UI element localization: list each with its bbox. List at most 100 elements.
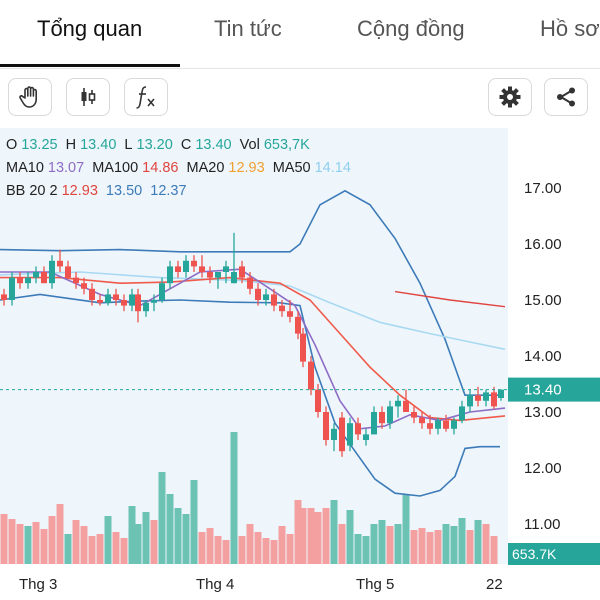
volume-bar — [299, 508, 307, 564]
volume-tag-label: 653.7K — [512, 546, 557, 562]
candle-body — [135, 294, 141, 312]
candle-body — [25, 277, 31, 284]
volume-bar — [474, 520, 482, 564]
tab-community[interactable]: Cộng đồng — [357, 16, 465, 41]
candle-body — [239, 266, 245, 278]
volume-bar — [394, 524, 402, 564]
volume-bar — [72, 520, 80, 564]
candle-body — [121, 300, 127, 306]
candle-body — [459, 406, 465, 421]
ma10-line — [0, 268, 506, 430]
volume-bar — [490, 536, 498, 564]
share-icon — [557, 87, 575, 107]
candle-body — [467, 395, 473, 407]
candle-body — [231, 272, 237, 284]
volume-bar — [8, 519, 16, 564]
volume-bar — [206, 528, 214, 564]
candle-body — [65, 266, 71, 278]
candle-body — [498, 389, 504, 398]
bb-mid-value: 12.93 — [61, 183, 98, 199]
candle-body — [57, 260, 63, 267]
candle-body — [9, 277, 15, 300]
volume-bar — [386, 526, 394, 564]
volume-value: 653,7K — [263, 137, 310, 153]
ma10-value: 13.07 — [47, 160, 85, 176]
volume-bar — [112, 532, 120, 564]
y-tick-label: 17.00 — [524, 180, 562, 197]
y-tick-label: 14.00 — [524, 348, 562, 365]
tab-profile[interactable]: Hồ sơ — [540, 16, 600, 41]
active-tab-indicator — [0, 64, 180, 67]
volume-bar — [434, 530, 442, 564]
ma100-line — [394, 290, 506, 308]
volume-bar — [174, 508, 182, 564]
settings-button[interactable] — [488, 78, 532, 116]
volume-bar — [128, 506, 136, 564]
candle-body — [183, 260, 189, 272]
volume-bar — [142, 512, 150, 564]
volume-bar — [0, 514, 8, 564]
ma20-value: 12.93 — [228, 160, 265, 176]
chart-type-button[interactable] — [66, 78, 110, 116]
volume-label: Vol — [239, 137, 260, 153]
volume-bar — [24, 526, 32, 564]
volume-bar — [96, 534, 104, 564]
volume-bar — [442, 524, 450, 564]
volume-bar — [32, 522, 40, 564]
volume-bar — [166, 494, 174, 564]
volume-bar — [48, 516, 56, 564]
candle-body — [199, 266, 205, 272]
y-tick-label: 16.00 — [524, 236, 562, 253]
candle-body — [347, 423, 353, 446]
volume-bar — [254, 532, 262, 564]
volume-bar — [278, 526, 286, 564]
drawing-tool-button[interactable] — [8, 78, 52, 116]
top-tab-bar: Tổng quan Tin tức Cộng đồng Hồ sơ — [0, 0, 600, 69]
candle-body — [323, 412, 329, 440]
high-value: 13.40 — [80, 137, 117, 153]
volume-bar — [80, 526, 88, 564]
volume-bar — [64, 534, 72, 564]
candle-body — [387, 406, 393, 424]
function-icon — [136, 86, 155, 109]
high-label: H — [65, 137, 77, 153]
volume-bar — [198, 532, 206, 564]
volume-bar — [134, 524, 142, 564]
ma-readout: MA10 13.07 MA100 14.86 MA20 12.93 MA50 14.14 — [6, 160, 355, 176]
close-label: C — [180, 137, 192, 153]
candle-body — [491, 392, 497, 407]
ohlc-readout: O 13.25 H 13.40 L 13.20 C 13.40 Vol 653,7K — [6, 137, 314, 153]
volume-tag-box — [508, 543, 600, 565]
share-button[interactable] — [544, 78, 588, 116]
candle-body — [371, 412, 377, 435]
x-tick-label: Thg 5 — [356, 576, 395, 593]
candle-body — [41, 272, 47, 284]
price-tag-box — [508, 377, 600, 402]
volume-bar — [346, 510, 354, 564]
candle-body — [81, 283, 87, 289]
candle-body — [279, 305, 285, 312]
candle-body — [223, 266, 229, 272]
indicators-button[interactable] — [124, 78, 168, 116]
volume-bar — [214, 536, 222, 564]
volume-bar — [158, 472, 166, 564]
candle-body — [308, 361, 314, 390]
candle-body — [287, 311, 293, 317]
ma100-label: MA100 — [92, 160, 139, 176]
volume-bar — [362, 536, 370, 564]
candle-body — [49, 260, 55, 284]
candle-body — [105, 294, 111, 303]
candle-body — [339, 417, 345, 452]
hand-icon — [19, 86, 37, 108]
bb-upper-line — [0, 189, 500, 396]
tab-news[interactable]: Tin tức — [214, 16, 282, 41]
volume-bar — [262, 538, 270, 564]
candle-body — [427, 423, 433, 429]
candle-body — [215, 272, 221, 278]
y-tick-label: 15.00 — [524, 292, 562, 309]
candle-body — [395, 400, 401, 407]
ma50-line — [0, 271, 506, 351]
tab-overview[interactable]: Tổng quan — [37, 16, 143, 41]
candle-body — [403, 400, 409, 412]
